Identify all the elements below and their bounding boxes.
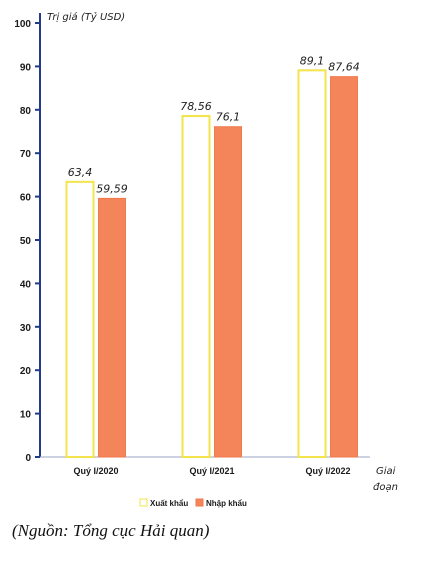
- data-label: 76,1: [216, 111, 241, 124]
- y-tick-label: 20: [20, 366, 32, 377]
- bar-xuat-khau-1: [65, 180, 95, 458]
- x-tick-label: Quý I/2021: [189, 466, 234, 476]
- y-tick-label: 50: [20, 236, 32, 247]
- y-tick-label: 10: [20, 410, 32, 421]
- x-tick-label: Quý I/2022: [305, 466, 350, 476]
- y-tick-label: 90: [20, 62, 32, 73]
- legend-swatch-xuat-khau: [139, 498, 148, 507]
- data-label: 78,56: [180, 100, 212, 113]
- y-tick-label: 40: [20, 279, 32, 290]
- x-axis-title-line-2: đoạn: [373, 482, 398, 493]
- legend-label-xuat-khau: Xuất khẩu: [150, 499, 188, 508]
- x-axis-title: Giai: [376, 466, 396, 477]
- bar-xuat-khau-3: [297, 69, 327, 458]
- bar-nhap-khau-2: [214, 126, 242, 458]
- bar-nhap-khau-3: [330, 76, 358, 458]
- legend-swatch-nhap-khau: [195, 498, 204, 507]
- source-note: (Nguồn: Tổng cục Hải quan): [12, 521, 210, 540]
- y-tick-label: 30: [20, 323, 32, 334]
- bars: [65, 69, 358, 459]
- data-label: 87,64: [328, 61, 360, 74]
- bar-nhap-khau-1: [98, 197, 126, 458]
- y-tick-label: 0: [25, 453, 31, 464]
- axes: 0 10 20 30 40 50 60 70 80 90 100 Trị giá (Tỷ USD) Gi…: [14, 11, 398, 493]
- legend-label-nhap-khau: Nhập khẩu: [206, 499, 247, 508]
- y-axis-title: Trị giá (Tỷ USD): [47, 11, 125, 23]
- y-tick-label: 70: [20, 149, 32, 160]
- labels: 63,459,59 Quý I/2020 78,56 76,1 Quý I/2021 89…: [68, 54, 360, 476]
- bar-xuat-khau-2: [181, 115, 211, 459]
- bar-chart: 0 10 20 30 40 50 60 70 80 90 100 Trị giá (Tỷ USD) Gi…: [14, 11, 398, 508]
- x-tick-label: Quý I/2020: [73, 466, 118, 476]
- data-label: 59,59: [96, 182, 128, 195]
- legend: Xuất khẩu Nhập khẩu: [139, 498, 247, 508]
- y-tick-label: 100: [14, 19, 31, 30]
- y-tick-label: 60: [20, 193, 32, 204]
- data-label: 89,1: [300, 54, 325, 67]
- data-label: 63,4: [68, 166, 93, 179]
- y-tick-label: 80: [20, 106, 32, 117]
